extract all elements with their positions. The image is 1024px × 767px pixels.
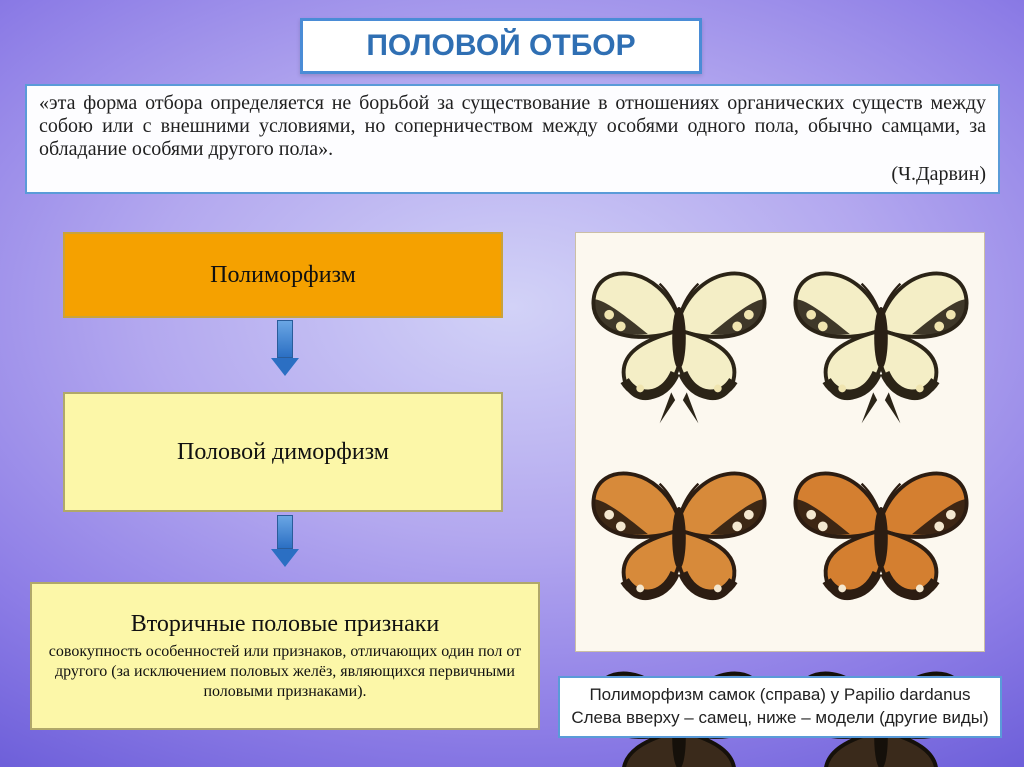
node-sexual-dimorphism-label: Половой диморфизм	[177, 439, 389, 466]
butterfly-cell-r1-c1	[784, 441, 978, 635]
node-secondary-traits-sublabel: совокупность особенностей или признаков,…	[42, 642, 528, 702]
butterfly-grid	[575, 232, 985, 652]
node-secondary-traits: Вторичные половые признаки совокупность …	[30, 582, 540, 730]
butterfly-icon	[582, 441, 776, 635]
arrow-head-icon	[271, 549, 299, 567]
node-polymorphism: Полиморфизм	[63, 232, 503, 318]
caption-line-2: Слева вверху – самец, ниже – модели (дру…	[568, 707, 992, 730]
butterfly-icon	[784, 441, 978, 635]
darwin-quote-attribution: (Ч.Дарвин)	[39, 163, 986, 186]
node-sexual-dimorphism: Половой диморфизм	[63, 392, 503, 512]
arrow-dimorphism-to-traits	[272, 515, 298, 567]
arrow-shaft	[277, 320, 293, 358]
darwin-quote-text: «эта форма отбора определяется не борьбо…	[39, 92, 986, 161]
arrow-shaft	[277, 515, 293, 549]
butterfly-cell-r0-c0	[582, 241, 776, 435]
butterfly-icon	[582, 241, 776, 435]
arrow-head-icon	[271, 358, 299, 376]
arrow-polymorphism-to-dimorphism	[272, 320, 298, 376]
butterfly-caption: Полиморфизм самок (справа) у Papilio dar…	[558, 676, 1002, 738]
node-secondary-traits-label: Вторичные половые признаки	[131, 611, 440, 638]
caption-line-1: Полиморфизм самок (справа) у Papilio dar…	[568, 684, 992, 707]
page-title: ПОЛОВОЙ ОТБОР	[300, 18, 702, 74]
butterfly-cell-r0-c1	[784, 241, 978, 435]
node-polymorphism-label: Полиморфизм	[210, 262, 356, 289]
butterfly-icon	[784, 241, 978, 435]
butterfly-cell-r1-c0	[582, 441, 776, 635]
darwin-quote-box: «эта форма отбора определяется не борьбо…	[25, 84, 1000, 194]
page-title-text: ПОЛОВОЙ ОТБОР	[366, 29, 635, 63]
